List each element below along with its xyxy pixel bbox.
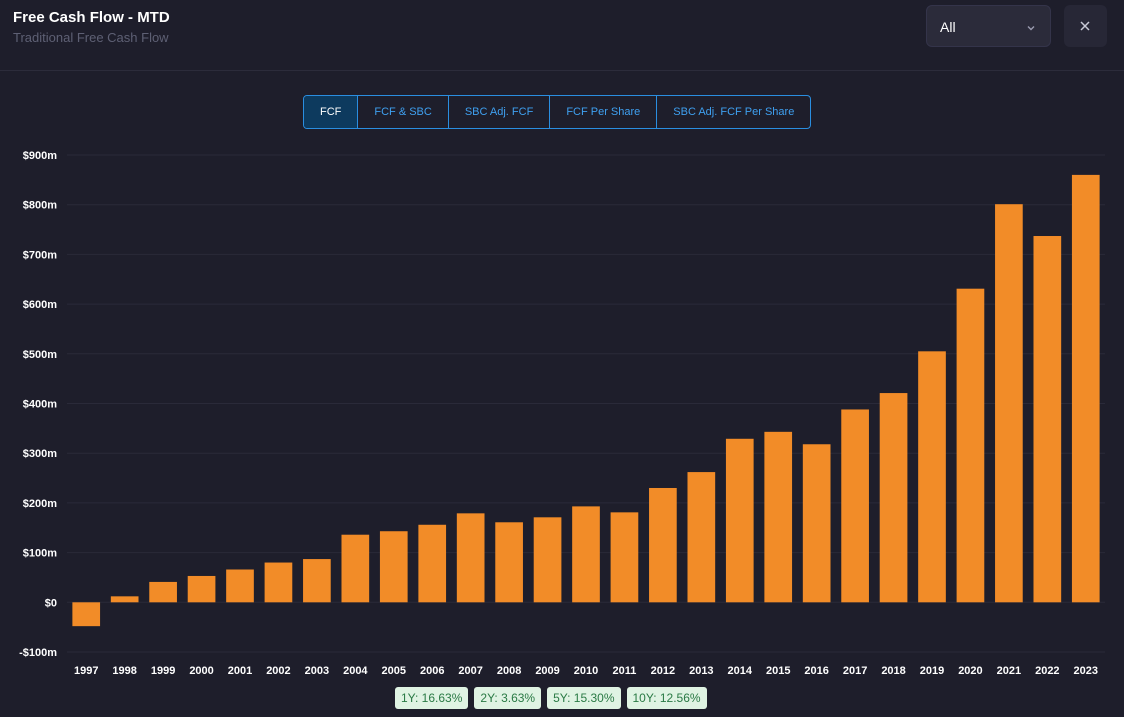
growth-10y-badge: 10Y: 12.56%	[626, 687, 707, 709]
x-tick-label: 2018	[881, 665, 905, 677]
metric-tabs: FCF FCF & SBC SBC Adj. FCF FCF Per Share…	[303, 95, 812, 129]
y-tick-label: $100m	[23, 548, 57, 560]
y-tick-label: $0	[45, 597, 57, 609]
bar-2000	[187, 575, 216, 603]
y-tick-label: $900m	[23, 150, 57, 162]
bar-2018	[879, 393, 908, 603]
x-tick-label: 2022	[1035, 665, 1059, 677]
y-tick-label: -$100m	[19, 647, 57, 659]
bar-2001	[226, 569, 254, 603]
bar-2011	[610, 512, 639, 603]
bar-1997	[72, 602, 101, 627]
y-tick-label: $300m	[23, 448, 57, 460]
bar-2007	[456, 513, 485, 603]
x-tick-label: 1998	[112, 665, 136, 677]
bar-2005	[379, 531, 408, 603]
period-dropdown[interactable]: All	[926, 5, 1051, 47]
tab-sbc-adj-fcf[interactable]: SBC Adj. FCF	[449, 96, 551, 128]
close-button[interactable]	[1064, 5, 1107, 47]
x-tick-label: 1999	[151, 665, 175, 677]
x-tick-label: 2011	[613, 665, 637, 677]
x-tick-label: 2019	[920, 665, 944, 677]
bar-chart: -$100m $0 $100m $200m $300m $400m $500m $600m $7…	[19, 150, 1105, 677]
tab-fcf-per-share[interactable]: FCF Per Share	[550, 96, 658, 128]
bar-2003	[303, 559, 331, 603]
x-tick-label: 2016	[804, 665, 828, 677]
y-tick-label: $400m	[23, 399, 57, 411]
bar-2008	[495, 522, 523, 603]
bar-2021	[995, 204, 1023, 603]
bar-2014	[725, 438, 754, 603]
bar-2010	[572, 506, 600, 603]
growth-2y-badge: 2Y: 3.63%	[474, 687, 542, 709]
bar-2002	[264, 562, 293, 603]
bar-2019	[918, 351, 946, 603]
x-tick-label: 2015	[766, 665, 790, 677]
x-tick-label: 2013	[689, 665, 713, 677]
modal-header: Free Cash Flow - MTD Traditional Free Ca…	[0, 0, 1124, 71]
growth-5y-badge: 5Y: 15.30%	[547, 687, 621, 709]
bar-2017	[841, 409, 869, 603]
bar-2012	[649, 487, 677, 603]
x-tick-label: 2020	[958, 665, 982, 677]
y-tick-label: $600m	[23, 299, 57, 311]
bar-2020	[956, 288, 985, 603]
x-tick-label: 2005	[382, 665, 406, 677]
x-tick-label: 2021	[997, 665, 1021, 677]
x-tick-label: 2014	[728, 665, 753, 677]
x-tick-label: 2003	[305, 665, 329, 677]
y-tick-label: $500m	[23, 349, 57, 361]
tab-sbc-adj-fcf-per-share[interactable]: SBC Adj. FCF Per Share	[673, 106, 795, 118]
x-tick-label: 2007	[458, 665, 482, 677]
x-tick-label: 2008	[497, 665, 521, 677]
y-tick-label: $800m	[23, 200, 57, 212]
growth-1y-badge: 1Y: 16.63%	[395, 687, 469, 709]
bar-1999	[149, 581, 177, 603]
growth-rates: 1Y: 16.63% 2Y: 3.63% 5Y: 15.30% 10Y: 12.…	[395, 687, 707, 709]
bar-2013	[687, 472, 716, 603]
x-tick-label: 2004	[343, 665, 368, 677]
x-tick-label: 2010	[574, 665, 598, 677]
x-tick-label: 2002	[266, 665, 290, 677]
y-tick-label: $200m	[23, 498, 57, 510]
bar-2023	[1071, 174, 1100, 603]
y-tick-label: $700m	[23, 249, 57, 261]
x-tick-label: 1997	[74, 665, 98, 677]
bar-2006	[418, 524, 447, 603]
bar-2004	[341, 534, 370, 603]
chevron-down-icon	[1026, 20, 1036, 38]
tab-fcf-sbc[interactable]: FCF & SBC	[358, 96, 449, 128]
chart-subtitle: Traditional Free Cash Flow	[13, 30, 169, 45]
x-tick-label: 2017	[843, 665, 867, 677]
tab-fcf[interactable]: FCF	[304, 96, 359, 128]
x-tick-label: 2006	[420, 665, 444, 677]
x-tick-label: 2012	[651, 665, 675, 677]
x-tick-label: 2000	[189, 665, 213, 677]
chart-title: Free Cash Flow - MTD	[13, 9, 170, 26]
x-tick-label: 2001	[228, 665, 252, 677]
bar-2016	[802, 444, 831, 603]
bar-1998	[110, 596, 139, 603]
x-tick-label: 2009	[535, 665, 559, 677]
bar-2015	[764, 431, 793, 603]
bar-2022	[1033, 236, 1062, 603]
period-dropdown-value: All	[940, 19, 956, 35]
bar-2009	[533, 517, 562, 603]
x-tick-label: 2023	[1074, 665, 1098, 677]
close-icon	[1080, 21, 1090, 31]
